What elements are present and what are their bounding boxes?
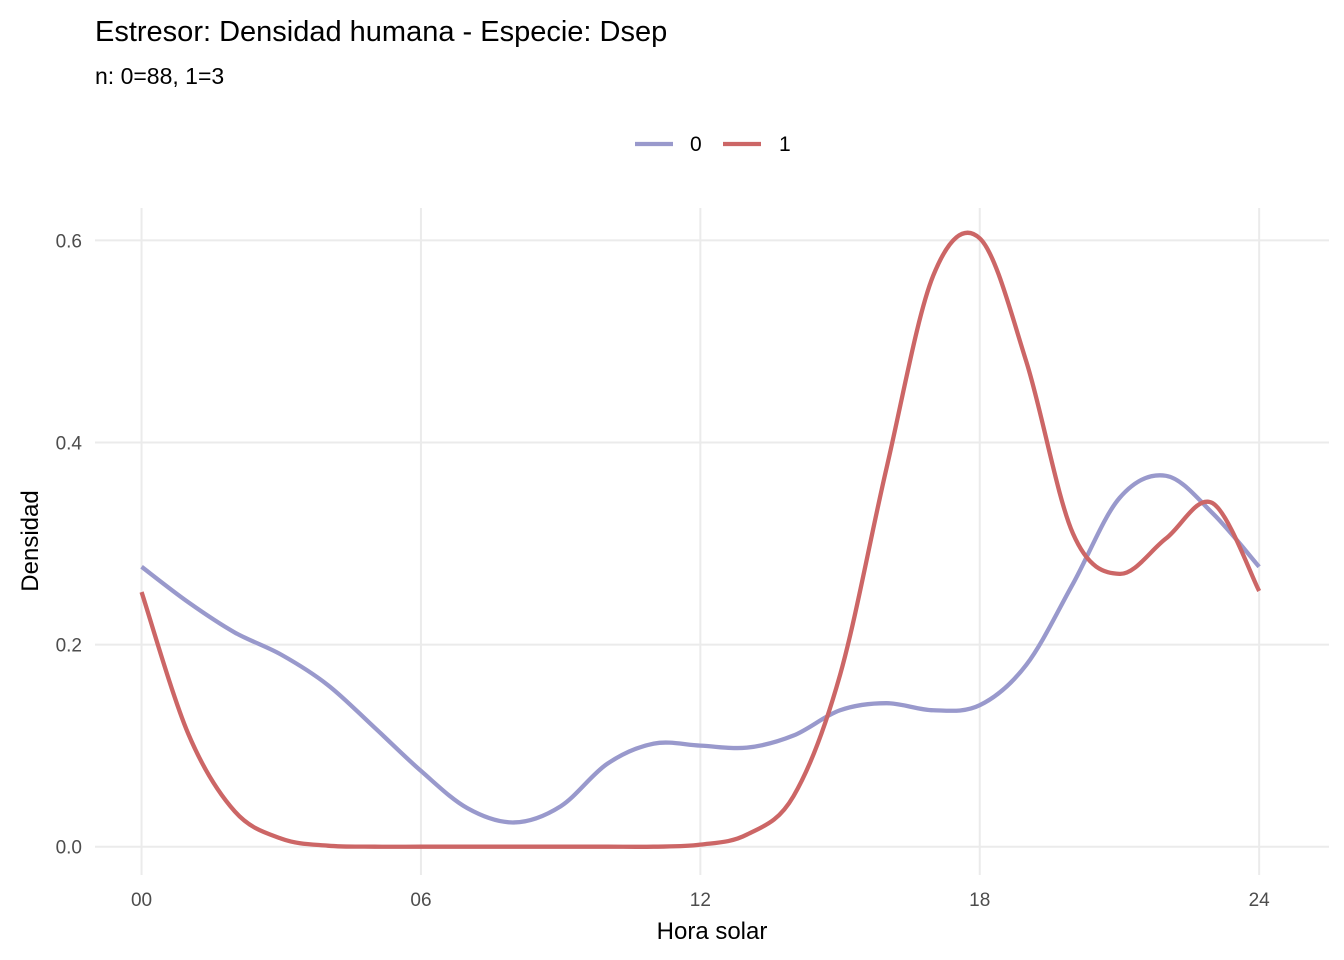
chart-subtitle: n: 0=88, 1=3	[95, 63, 224, 89]
x-tick-label: 00	[131, 890, 152, 911]
y-tick-label: 0.6	[56, 231, 82, 252]
legend: 0 1	[635, 133, 791, 156]
y-axis-title: Densidad	[17, 490, 44, 591]
x-tick-label: 12	[690, 890, 711, 911]
legend-label-series-1: 1	[779, 133, 791, 156]
legend-label-series-0: 0	[690, 133, 702, 156]
y-tick-label: 0.0	[56, 838, 82, 859]
x-tick-label: 24	[1249, 890, 1271, 911]
series-line-0	[140, 473, 1261, 825]
series-lines	[139, 230, 1262, 849]
grid	[95, 208, 1329, 875]
x-tick-label: 06	[410, 890, 431, 911]
x-tick-label: 18	[969, 890, 990, 911]
y-axis-tick-labels: 0.0 0.2 0.4 0.6	[56, 231, 83, 858]
x-axis-tick-labels: 00 06 12 18 24	[131, 890, 1270, 911]
x-axis-title: Hora solar	[657, 918, 768, 945]
y-tick-label: 0.4	[56, 433, 83, 454]
chart-title: Estresor: Densidad humana - Especie: Dse…	[95, 16, 667, 48]
y-tick-label: 0.2	[56, 636, 82, 657]
series-line-1	[139, 230, 1262, 849]
